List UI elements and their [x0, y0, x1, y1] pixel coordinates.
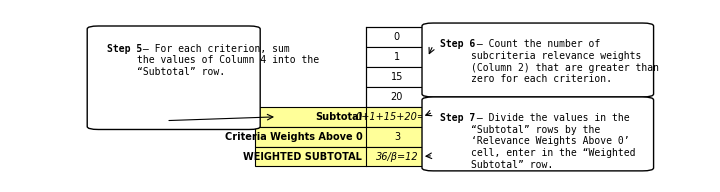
- Bar: [366, 67, 428, 87]
- Text: 1: 1: [394, 52, 400, 62]
- Bar: [255, 147, 428, 166]
- Text: WEIGHTED SUBTOTAL: WEIGHTED SUBTOTAL: [243, 151, 362, 161]
- Bar: [366, 47, 428, 67]
- FancyBboxPatch shape: [422, 97, 654, 171]
- Text: 20: 20: [391, 92, 403, 102]
- Text: Step 7: Step 7: [440, 113, 475, 123]
- Text: – Count the number of
subcriteria relevance weights
(Column 2) that are greater : – Count the number of subcriteria releva…: [471, 39, 659, 84]
- Bar: [255, 107, 428, 127]
- FancyBboxPatch shape: [422, 23, 654, 97]
- Text: 0: 0: [394, 32, 400, 42]
- Bar: [255, 127, 428, 147]
- Text: – Divide the values in the
“Subtotal” rows by the
‘Relevance Weights Above 0’
ce: – Divide the values in the “Subtotal” ro…: [471, 113, 635, 170]
- Text: 3: 3: [394, 132, 400, 142]
- Bar: [366, 87, 428, 107]
- FancyBboxPatch shape: [87, 26, 260, 129]
- Text: 36/β=12: 36/β=12: [376, 151, 418, 161]
- Text: Criteria Weights Above 0: Criteria Weights Above 0: [225, 132, 362, 142]
- Text: Subtotal: Subtotal: [315, 112, 362, 122]
- Text: Step 6: Step 6: [440, 39, 475, 49]
- Text: 0+1+15+20=36: 0+1+15+20=36: [356, 112, 438, 122]
- Text: 15: 15: [391, 72, 403, 82]
- Bar: [366, 27, 428, 47]
- Text: Step 5: Step 5: [107, 44, 142, 54]
- Text: – For each criterion, sum
the values of Column 4 into the
“Subtotal” row.: – For each criterion, sum the values of …: [138, 44, 320, 77]
